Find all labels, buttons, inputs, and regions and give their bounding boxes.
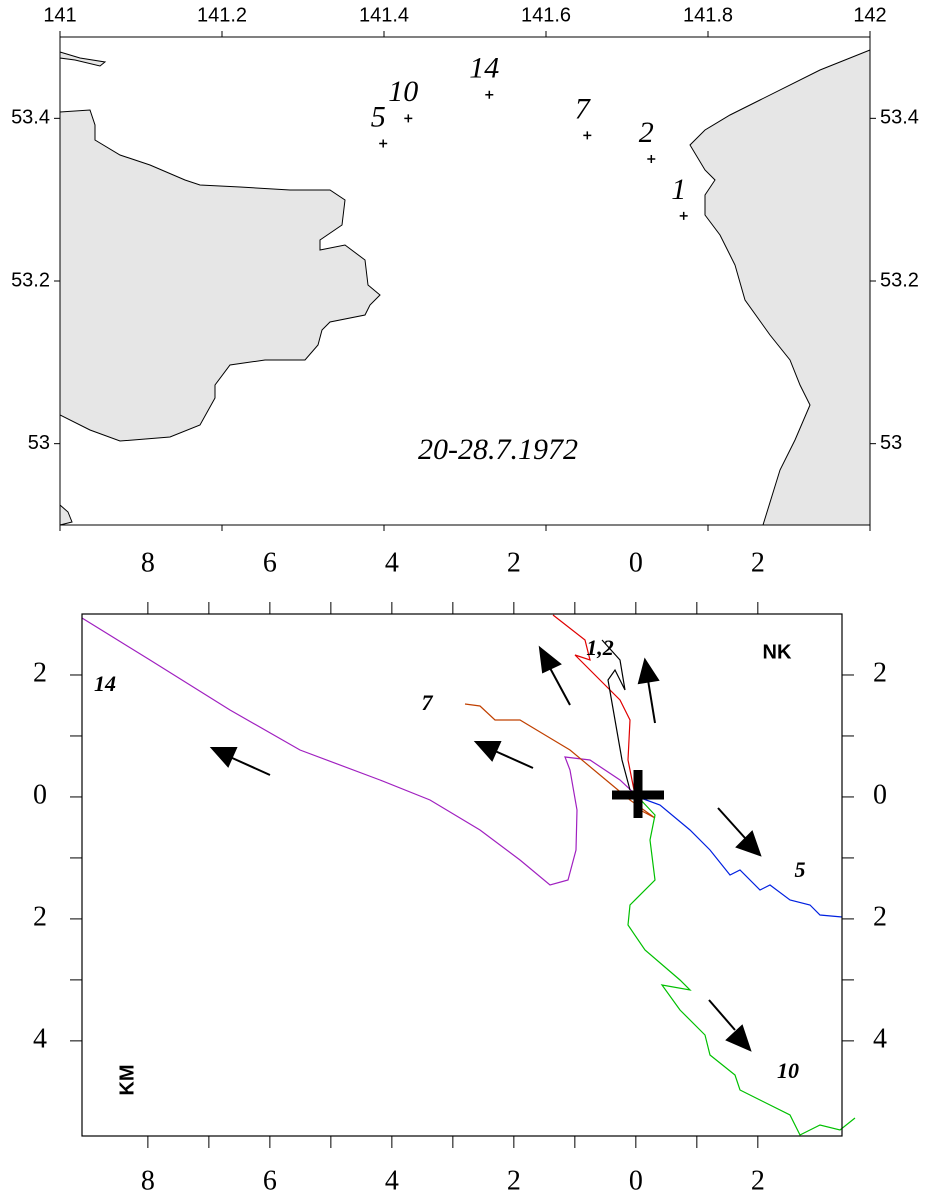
station-label: 7 xyxy=(575,92,592,125)
station-marker xyxy=(647,155,656,163)
station-marker xyxy=(485,90,494,99)
station-marker xyxy=(679,211,688,220)
map-title: 20-28.7.1972 xyxy=(418,433,578,466)
station-label: 14 xyxy=(469,52,499,85)
x-tick-label: 2 xyxy=(751,547,765,578)
trajectory xyxy=(601,639,631,791)
axis-label: KM xyxy=(116,1064,138,1095)
y-tick-label: 2 xyxy=(873,901,887,932)
station-marker xyxy=(379,139,388,148)
land xyxy=(59,51,107,67)
trajectory xyxy=(81,617,639,886)
trajectory xyxy=(552,614,635,791)
x-tick-label: 0 xyxy=(629,1165,643,1196)
station-label: 10 xyxy=(388,75,418,108)
x-tick-label: 2 xyxy=(507,547,521,578)
land xyxy=(689,49,871,526)
track-label: 7 xyxy=(422,690,434,715)
track-label: NK xyxy=(763,641,792,663)
x-tick-label: 141.2 xyxy=(197,4,247,26)
x-tick-label: 0 xyxy=(629,547,643,578)
track-label: 10 xyxy=(777,1058,799,1083)
trajectory xyxy=(637,796,843,918)
y-tick-label: 53 xyxy=(28,432,50,454)
y-tick-label: 53 xyxy=(880,432,902,454)
land xyxy=(59,109,381,442)
map: 20-28.7.1972 xyxy=(59,36,871,526)
station-marker xyxy=(583,131,592,140)
x-tick-label: 141.8 xyxy=(683,4,733,26)
y-tick-label: 53.2 xyxy=(880,269,919,291)
station-label: 2 xyxy=(639,116,654,149)
track-label: 14 xyxy=(94,671,116,696)
station-marker xyxy=(404,114,413,123)
x-tick-label: 141 xyxy=(43,4,76,26)
y-tick-label: 2 xyxy=(33,901,47,932)
x-tick-label: 6 xyxy=(263,547,277,578)
arrows xyxy=(209,645,762,1052)
y-tick-label: 2 xyxy=(873,657,887,688)
station-label: 5 xyxy=(371,100,386,133)
y-tick-label: 2 xyxy=(33,657,47,688)
x-tick-label: 141.6 xyxy=(521,4,571,26)
x-tick-label: 142 xyxy=(853,4,886,26)
station-label: 1 xyxy=(671,173,686,206)
y-tick-label: 0 xyxy=(873,779,887,810)
track-label: 5 xyxy=(795,857,806,882)
x-tick-label: 8 xyxy=(141,1165,155,1196)
y-tick-label: 4 xyxy=(873,1023,887,1054)
trajectory xyxy=(627,796,856,1136)
y-tick-label: 53.2 xyxy=(11,269,50,291)
y-tick-label: 0 xyxy=(33,779,47,810)
y-tick-label: 53.4 xyxy=(11,107,50,129)
y-tick-label: 4 xyxy=(33,1023,47,1054)
x-tick-label: 2 xyxy=(507,1165,521,1196)
drift-frame xyxy=(81,613,843,1137)
x-tick-label: 2 xyxy=(751,1165,765,1196)
trajectory xyxy=(464,703,656,819)
land xyxy=(59,503,73,526)
x-tick-label: 141.4 xyxy=(359,4,409,26)
track-label: 1,2 xyxy=(586,635,614,660)
y-tick-label: 53.4 xyxy=(880,107,919,129)
origin-cross xyxy=(612,770,664,818)
x-tick-label: 6 xyxy=(263,1165,277,1196)
drift-plot: 14 7 1,2 NK 5 10 KM xyxy=(81,613,856,1137)
x-tick-label: 4 xyxy=(385,1165,399,1196)
x-tick-label: 4 xyxy=(385,547,399,578)
x-tick-label: 8 xyxy=(141,547,155,578)
